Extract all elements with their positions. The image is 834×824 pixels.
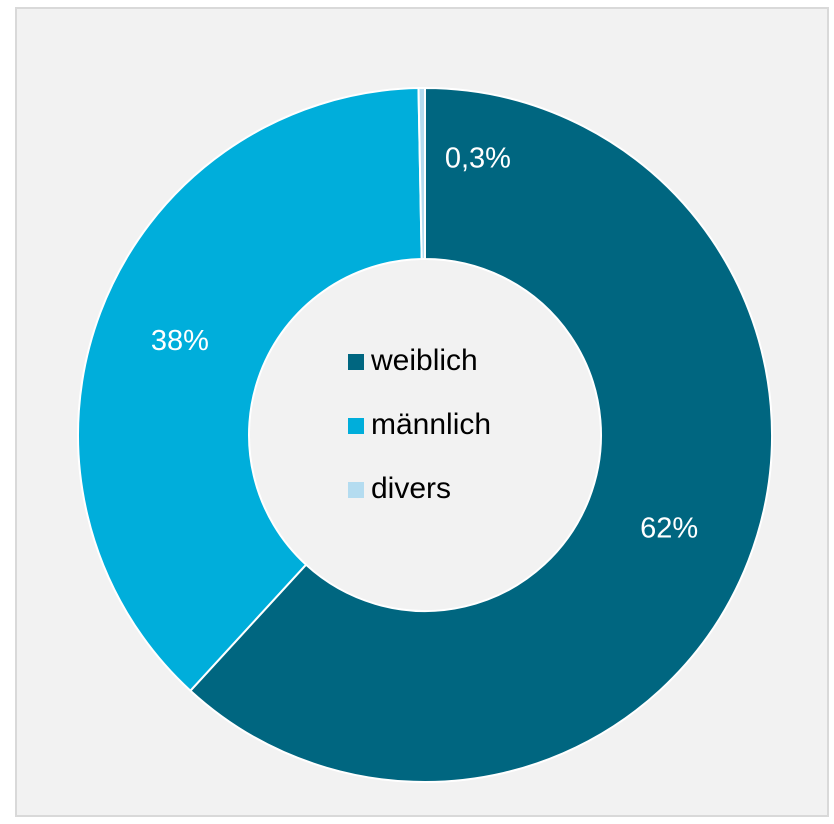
legend-swatch: [348, 482, 364, 498]
legend-swatch: [348, 418, 364, 434]
data-label: 0,3%: [445, 143, 511, 175]
legend-label: männlich: [371, 408, 491, 441]
legend-label: weiblich: [370, 344, 478, 377]
legend-swatch: [348, 354, 364, 370]
donut-slice: [77, 87, 423, 693]
donut-slice: [189, 86, 773, 783]
data-label: 38%: [151, 325, 209, 357]
legend-label: divers: [371, 472, 451, 505]
donut-slice: [417, 86, 426, 261]
data-label: 62%: [640, 513, 698, 545]
